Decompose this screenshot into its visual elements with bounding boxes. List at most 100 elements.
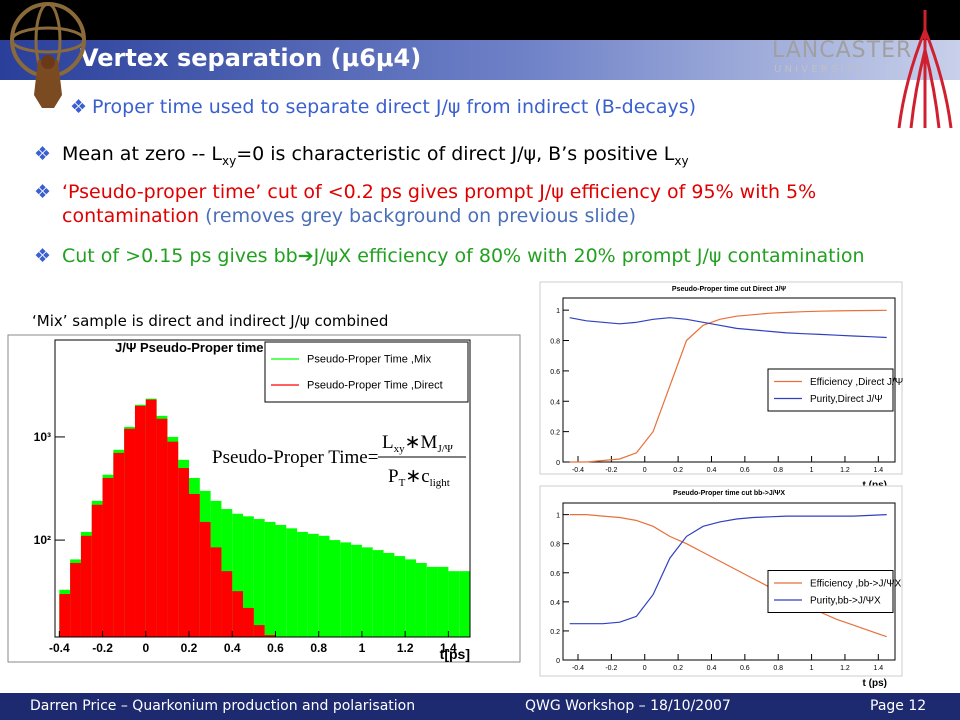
bullet-text: (removes grey background on previous sli… — [205, 205, 637, 227]
hist-bar — [253, 519, 265, 637]
x-axis-label: t (ps) — [863, 678, 887, 689]
bullet: ‘Pseudo-proper time’ cut of <0.2 ps give… — [34, 180, 942, 228]
x-tick-label: 1 — [359, 641, 366, 655]
figure — [34, 60, 62, 108]
x-tick-label: 0.6 — [267, 641, 284, 655]
hist-bar — [264, 635, 276, 637]
hist-bar — [102, 477, 114, 637]
hist-bar — [383, 552, 395, 637]
legend-label: Purity,Direct J/Ψ — [810, 394, 883, 405]
figure-head — [41, 55, 55, 69]
bullet-text: xy — [222, 153, 237, 168]
x-tick-label: 0.8 — [773, 467, 783, 474]
logo-text: LANCASTER — [772, 38, 913, 63]
hist-bar — [243, 516, 254, 637]
title-band — [0, 40, 960, 80]
x-tick-label: 0.2 — [673, 467, 683, 474]
bullet-text: Mean at zero -- L — [62, 143, 222, 165]
footer-left: Darren Price – Quarkonium production and… — [30, 698, 416, 714]
x-tick-label: 0.8 — [773, 665, 783, 672]
x-tick-label: -0.4 — [572, 467, 584, 474]
x-tick-label: 1 — [810, 467, 814, 474]
hist-bar — [199, 521, 211, 637]
y-tick-label: 0 — [556, 658, 560, 665]
x-tick-label: 0.2 — [673, 665, 683, 672]
bullet: Mean at zero -- Lxy=0 is characteristic … — [34, 142, 942, 173]
slide-title: Vertex separation (μ6μ4) — [80, 44, 422, 72]
formula-text: light — [430, 477, 450, 489]
x-tick-label: 0 — [142, 641, 149, 655]
hist-bar — [437, 566, 449, 637]
hist-bar — [318, 535, 330, 637]
y-tick-label: 0.6 — [550, 369, 560, 376]
hist-bar — [340, 542, 352, 637]
hist-bar — [415, 562, 427, 637]
hist-bar — [329, 540, 341, 637]
x-tick-label: 0 — [643, 665, 647, 672]
x-tick-label: 1.4 — [873, 665, 883, 672]
hist-bar — [167, 441, 179, 637]
formula-text: ∗M — [405, 432, 438, 453]
logo-sub: U N I V E R S I T Y — [774, 64, 862, 75]
y-tick-label: 0.4 — [550, 600, 560, 607]
y-tick-label: 1 — [556, 308, 560, 315]
y-tick-label: 1 — [556, 513, 560, 520]
hist-bar — [178, 467, 190, 637]
bullet-text: Cut of >0.15 ps gives bb➔J/ψX efficiency… — [62, 245, 865, 267]
bullet-text: xy — [674, 153, 689, 168]
x-tick-label: 0 — [643, 467, 647, 474]
hist-bar — [275, 525, 287, 637]
hist-bar — [297, 531, 308, 637]
legend-label: Efficiency ,bb->J/ΨX — [810, 578, 902, 589]
hist-bar — [145, 399, 157, 637]
x-tick-label: 1 — [810, 665, 814, 672]
x-tick-label: 0.4 — [707, 665, 717, 672]
x-axis-label: t[ps] — [440, 646, 470, 662]
top-bar — [0, 0, 960, 40]
hist-bar — [361, 547, 373, 637]
x-tick-label: -0.2 — [605, 665, 617, 672]
hist-bar — [124, 428, 135, 637]
mark-lines — [897, 10, 953, 129]
hist-bar — [426, 566, 438, 637]
x-tick-label: 1.4 — [873, 467, 883, 474]
hist-bar — [134, 405, 146, 637]
charts: 10² 10³ -0.4 -0.2 0 0.2 0.4 0.6 0.8 1 1.2 1.4 J/Ψ Ps… — [7, 281, 903, 689]
hist-bar — [113, 452, 125, 637]
x-tick-label: -0.4 — [572, 665, 584, 672]
bullet-text: =0 is characteristic of direct J/ψ, B’s … — [236, 143, 675, 165]
series-line — [569, 513, 887, 638]
formula-text: xy — [394, 443, 406, 455]
x-tick-label: 0.6 — [740, 467, 750, 474]
formula-part: Lxy∗MJ/Ψ — [382, 432, 454, 455]
series-line — [569, 514, 887, 625]
footer-right: Page 12 — [870, 698, 927, 714]
chart-title: Pseudo-Proper time cut bb->J/ΨX — [673, 490, 785, 497]
bullet-text: ‘Pseudo-proper time’ cut of <0.2 ps give… — [62, 181, 817, 227]
legend-label: Pseudo-Proper Time ,Direct — [307, 380, 443, 392]
hist-bar — [286, 528, 298, 637]
x-tick-label: 1.4 — [440, 641, 457, 655]
y-tick-label: 0.4 — [550, 399, 560, 406]
hist-bar — [232, 591, 244, 637]
hist-bar — [394, 556, 406, 637]
footer-center: QWG Workshop – 18/10/2007 — [525, 698, 731, 714]
chart-title: Pseudo-Proper time cut Direct J/Ψ — [672, 286, 787, 293]
x-tick-label: -0.2 — [605, 467, 617, 474]
hist-bar — [448, 571, 460, 637]
x-tick-label: 1.2 — [840, 467, 850, 474]
x-tick-label: 0.6 — [740, 665, 750, 672]
hist-bar — [91, 504, 103, 637]
legend-label: Efficiency ,Direct J/Ψ — [810, 377, 903, 388]
hist-bar — [80, 535, 92, 637]
legend-label: Purity,bb->J/ΨX — [810, 595, 881, 606]
x-tick-label: 0.2 — [181, 641, 198, 655]
formula-text: J/Ψ — [437, 443, 453, 455]
atlas-logo — [10, 2, 86, 108]
y-tick-label: 10³ — [34, 430, 51, 444]
lancaster-mark — [897, 10, 953, 129]
x-tick-label: 0.4 — [707, 467, 717, 474]
y-tick-label: 0.2 — [550, 629, 560, 636]
formula-part: PT∗clight — [388, 466, 450, 489]
